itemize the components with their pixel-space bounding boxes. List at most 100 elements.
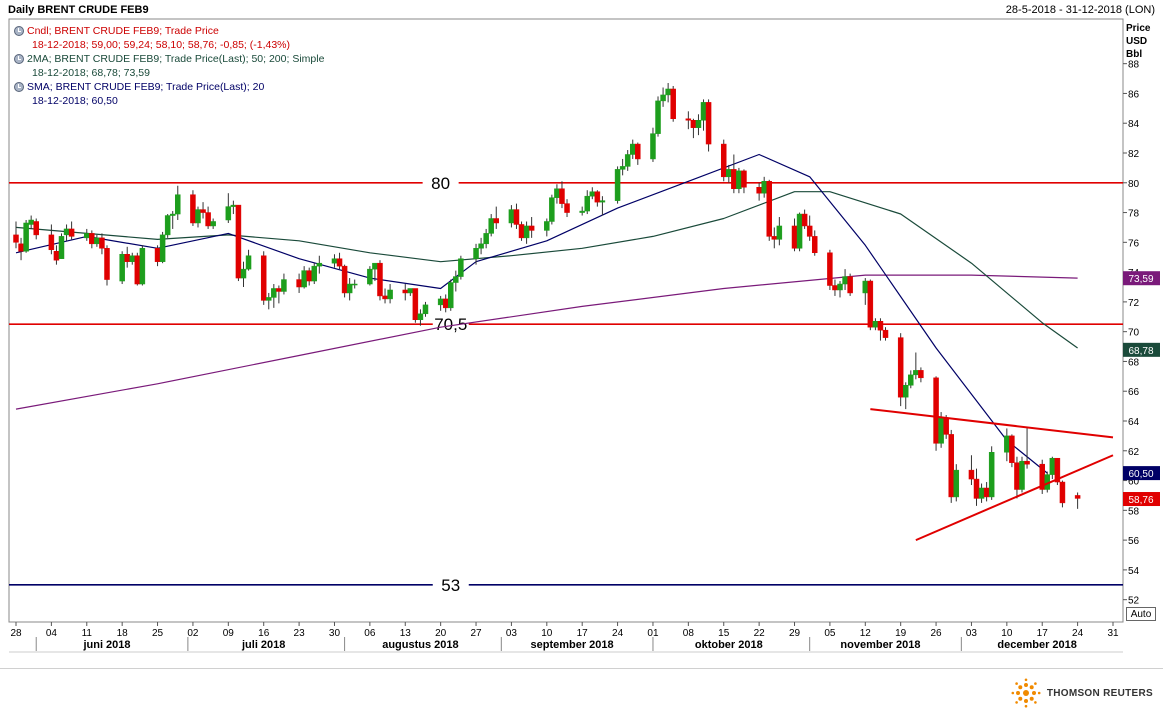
candle-body [129, 255, 136, 262]
candle-body [301, 270, 307, 288]
candle-body [437, 298, 444, 306]
x-tick-label: 01 [647, 628, 659, 639]
y-tick-label: 62 [1128, 447, 1140, 458]
month-label: december 2018 [997, 639, 1077, 651]
level-label-0: 80 [431, 174, 450, 193]
candle-body [599, 200, 606, 203]
legend-sma[interactable]: SMA; BRENT CRUDE FEB9; Trade Price(Last)… [14, 80, 324, 94]
candle-body [619, 166, 626, 170]
candle-107 [766, 179, 772, 241]
value-tag-bg [1123, 492, 1160, 507]
candle-body [296, 279, 302, 288]
candle-body [28, 219, 34, 225]
chart-title: Daily BRENT CRUDE FEB9 [8, 4, 149, 16]
candle-body [761, 181, 767, 194]
candle-body [624, 154, 631, 167]
auto-scale-button[interactable]: Auto [1126, 607, 1156, 621]
candle-body [943, 417, 949, 435]
value-tag-label: 60,50 [1128, 469, 1153, 480]
candle-body [867, 280, 874, 328]
x-tick-label: 31 [1107, 628, 1119, 639]
x-tick-label: 23 [294, 628, 306, 639]
candle-body [84, 233, 90, 239]
candle-body [801, 213, 808, 227]
candle-5 [48, 224, 55, 255]
candle-body [18, 243, 24, 252]
candle-149 [1059, 480, 1066, 508]
candle-body [205, 212, 211, 227]
candle-115 [827, 249, 833, 290]
candle-body [483, 233, 489, 245]
candle-87 [624, 150, 631, 171]
candle-body [306, 270, 312, 282]
candle-95 [685, 111, 692, 130]
unit-currency: USD [1126, 36, 1148, 47]
y-tick-label: 78 [1128, 209, 1140, 220]
y-tick-label: 66 [1128, 387, 1140, 398]
candle-body [837, 283, 843, 291]
candle-body [594, 191, 601, 203]
candle-83 [594, 190, 601, 207]
candle-body [705, 102, 712, 145]
plot-background [0, 0, 1163, 668]
candle-body [544, 221, 550, 231]
date-range: 28-5-2018 - 31-12-2018 (LON) [1005, 4, 1155, 16]
legend-sma-title: SMA; BRENT CRUDE FEB9; Trade Price(Last)… [27, 81, 265, 93]
candle-body [1024, 460, 1030, 465]
candle-92 [660, 87, 666, 107]
candle-body [549, 197, 555, 222]
candle-body [832, 285, 838, 291]
legend-candle-title: Cndl; BRENT CRUDE FEB9; Trade Price [27, 25, 219, 37]
candle-15 [119, 251, 125, 285]
legend-2ma[interactable]: 2MA; BRENT CRUDE FEB9; Trade Price(Last)… [14, 52, 324, 66]
candle-114 [811, 230, 818, 256]
axis-units: Price USD Bbl [1126, 22, 1150, 61]
candle-body [331, 258, 338, 264]
candle-body [771, 236, 778, 240]
candle-body [670, 88, 676, 120]
candle-148 [1054, 457, 1061, 486]
candle-body [276, 288, 282, 292]
legend-candle[interactable]: Cndl; BRENT CRUDE FEB9; Trade Price [14, 24, 324, 38]
x-tick-label: 15 [718, 628, 730, 639]
candle-body [230, 204, 237, 207]
candle-body [13, 234, 19, 243]
month-label: november 2018 [840, 639, 920, 651]
candle-body [154, 248, 161, 262]
candle-body [1059, 481, 1066, 504]
candle-52 [377, 260, 383, 301]
candle-49 [351, 279, 358, 289]
candle-body [351, 283, 358, 286]
candle-37 [271, 284, 277, 308]
candle-57 [412, 288, 419, 323]
candle-65 [473, 243, 479, 265]
y-tick-label: 88 [1128, 60, 1140, 71]
candle-71 [513, 203, 520, 229]
candle-body [58, 236, 65, 259]
reuters-dots-icon [1011, 678, 1041, 708]
candle-18 [134, 252, 141, 286]
candle-body [827, 252, 833, 286]
candle-body [63, 228, 70, 236]
y-tick-label: 52 [1128, 596, 1140, 607]
x-tick-label: 03 [966, 628, 978, 639]
unit-barrel: Bbl [1126, 49, 1143, 60]
candle-54 [387, 284, 393, 304]
candle-body [776, 225, 783, 240]
candle-body [190, 194, 196, 224]
candle-body [458, 258, 464, 277]
value-tag-2: 60,50 [1123, 466, 1160, 481]
level-label-1: 70,5 [434, 315, 467, 334]
y-tick-label: 68 [1128, 357, 1140, 368]
y-tick-label: 86 [1128, 89, 1140, 100]
candle-97 [695, 114, 702, 136]
y-tick-label: 58 [1128, 506, 1140, 517]
x-tick-label: 08 [683, 628, 695, 639]
month-label: september 2018 [530, 639, 613, 651]
candle-35 [260, 251, 267, 305]
candle-9 [68, 221, 75, 240]
candle-39 [281, 273, 287, 295]
candle-47 [341, 264, 348, 298]
month-label: juli 2018 [241, 639, 285, 651]
